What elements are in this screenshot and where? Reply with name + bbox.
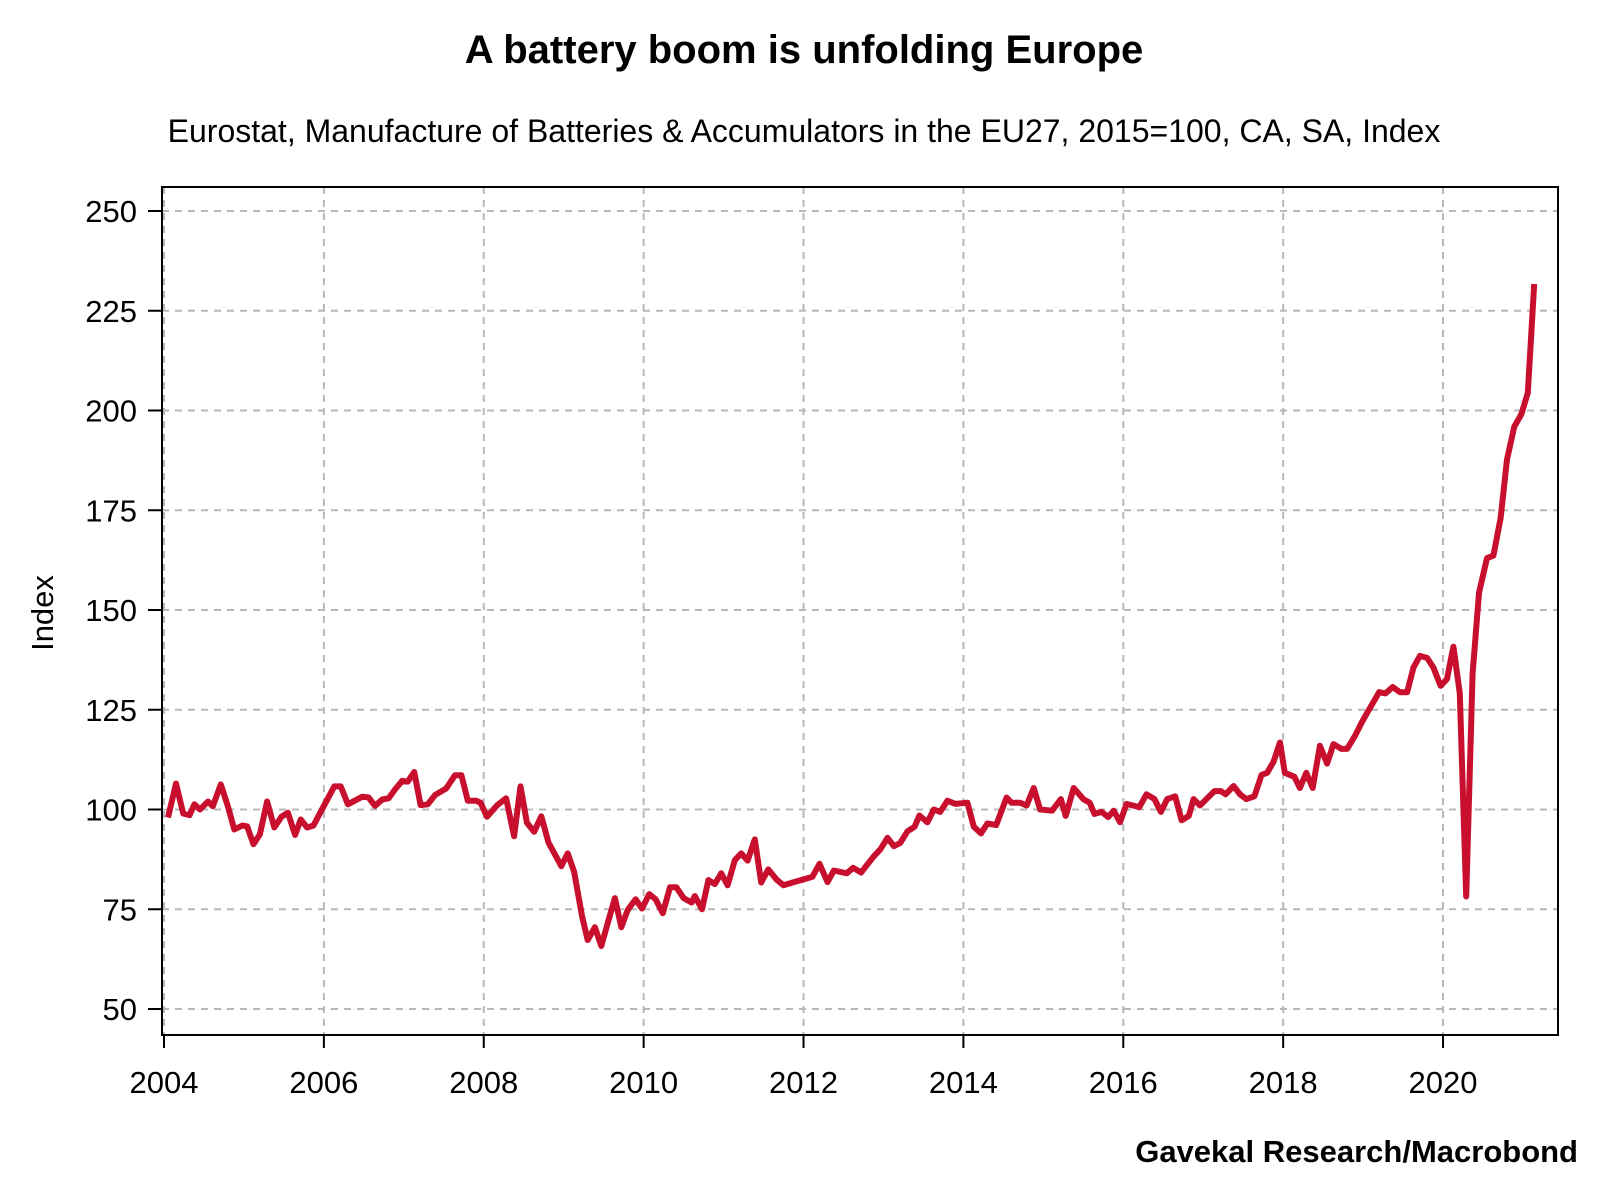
y-axis: 50 75 100 125 150 175 200 225 250	[85, 194, 162, 1027]
series-line-index	[165, 283, 1538, 949]
chart-title: A battery boom is unfolding Europe	[465, 28, 1144, 72]
x-tick-label: 2016	[1089, 1065, 1158, 1100]
x-tick-label: 2004	[130, 1065, 199, 1100]
x-tick-label: 2006	[289, 1065, 358, 1100]
x-tick-label: 2008	[449, 1065, 518, 1100]
y-tick-label: 150	[85, 593, 137, 628]
y-tick-label: 175	[85, 493, 137, 528]
x-tick-label: 2014	[929, 1065, 998, 1100]
plot-frame	[161, 186, 1559, 1036]
x-tick-label: 2020	[1409, 1065, 1478, 1100]
y-tick-label: 50	[103, 992, 137, 1027]
y-tick-label: 100	[85, 793, 137, 828]
x-tick-label: 2012	[769, 1065, 838, 1100]
y-axis-label: Index	[25, 575, 60, 651]
chart-subtitle: Eurostat, Manufacture of Batteries & Acc…	[168, 113, 1441, 149]
x-axis: 2004 2006 2008 2010 2012 2014 2016 2018 2020	[130, 1035, 1478, 1100]
y-tick-label: 75	[103, 892, 137, 927]
x-tick-label: 2010	[609, 1065, 678, 1100]
y-tick-label: 125	[85, 693, 137, 728]
series-layer	[165, 283, 1538, 949]
gridlines	[162, 187, 1558, 1035]
y-tick-label: 225	[85, 294, 137, 329]
y-tick-label: 250	[85, 194, 137, 229]
source-label: Gavekal Research/Macrobond	[1135, 1134, 1578, 1169]
x-tick-label: 2018	[1249, 1065, 1318, 1100]
y-tick-label: 200	[85, 394, 137, 429]
